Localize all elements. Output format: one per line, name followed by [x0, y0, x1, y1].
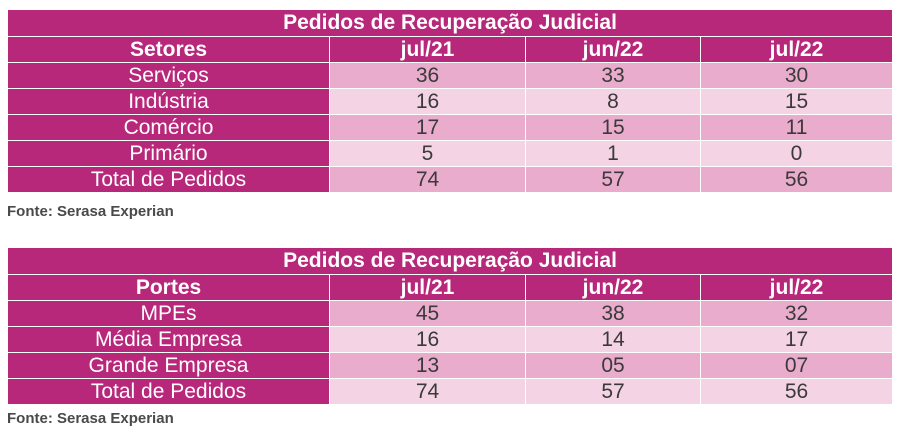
table-row: Primário 5 1 0 — [7, 140, 894, 167]
cell-value: 33 — [525, 62, 701, 89]
table-row: Grande Empresa 13 05 07 — [7, 352, 894, 379]
column-header-jul22: jul/22 — [699, 36, 894, 63]
row-label: Média Empresa — [7, 326, 330, 353]
cell-value: 36 — [329, 62, 526, 89]
cell-value: 57 — [525, 378, 701, 405]
cell-value: 45 — [329, 300, 526, 327]
row-label: Serviços — [7, 62, 330, 89]
table-row-total: Total de Pedidos 74 57 56 — [7, 378, 894, 405]
cell-value: 15 — [525, 114, 701, 141]
column-header-portes: Portes — [7, 274, 330, 301]
column-header-jun22: jun/22 — [525, 36, 701, 63]
cell-value: 74 — [329, 378, 526, 405]
cell-value: 74 — [329, 166, 526, 193]
source-note: Fonte: Serasa Experian — [7, 203, 174, 220]
recuperacao-setores-table: Pedidos de Recuperação Judicial Setores … — [6, 9, 894, 193]
cell-value: 1 — [525, 140, 701, 167]
column-header-setores: Setores — [7, 36, 330, 63]
cell-value: 38 — [525, 300, 701, 327]
cell-value: 32 — [699, 300, 894, 327]
table-row-total: Total de Pedidos 74 57 56 — [7, 166, 894, 193]
table-row: Indústria 16 8 15 — [7, 88, 894, 115]
column-header-jun22: jun/22 — [525, 274, 701, 301]
cell-value: 14 — [525, 326, 701, 353]
table-row: Média Empresa 16 14 17 — [7, 326, 894, 353]
cell-value: 17 — [699, 326, 894, 353]
cell-value: 17 — [329, 114, 526, 141]
cell-value: 5 — [329, 140, 526, 167]
column-header-jul21: jul/21 — [329, 36, 526, 63]
cell-value: 13 — [329, 352, 526, 379]
row-label: Total de Pedidos — [7, 378, 330, 405]
source-note: Fonte: Serasa Experian — [7, 410, 174, 427]
cell-value: 0 — [699, 140, 894, 167]
table-row: Serviços 36 33 30 — [7, 62, 894, 89]
table-title: Pedidos de Recuperação Judicial — [6, 9, 894, 37]
cell-value: 16 — [329, 326, 526, 353]
column-header-jul22: jul/22 — [699, 274, 894, 301]
cell-value: 56 — [699, 166, 894, 193]
row-label: Total de Pedidos — [7, 166, 330, 193]
cell-value: 16 — [329, 88, 526, 115]
cell-value: 8 — [525, 88, 701, 115]
row-label: Primário — [7, 140, 330, 167]
cell-value: 07 — [699, 352, 894, 379]
cell-value: 11 — [699, 114, 894, 141]
cell-value: 57 — [525, 166, 701, 193]
row-label: Grande Empresa — [7, 352, 330, 379]
row-label: MPEs — [7, 300, 330, 327]
table-title: Pedidos de Recuperação Judicial — [6, 247, 894, 275]
cell-value: 30 — [699, 62, 894, 89]
cell-value: 15 — [699, 88, 894, 115]
cell-value: 05 — [525, 352, 701, 379]
table-row: Comércio 17 15 11 — [7, 114, 894, 141]
cell-value: 56 — [699, 378, 894, 405]
recuperacao-portes-table: Pedidos de Recuperação Judicial Portes j… — [6, 247, 894, 405]
column-header-jul21: jul/21 — [329, 274, 526, 301]
table-row: MPEs 45 38 32 — [7, 300, 894, 327]
row-label: Indústria — [7, 88, 330, 115]
row-label: Comércio — [7, 114, 330, 141]
